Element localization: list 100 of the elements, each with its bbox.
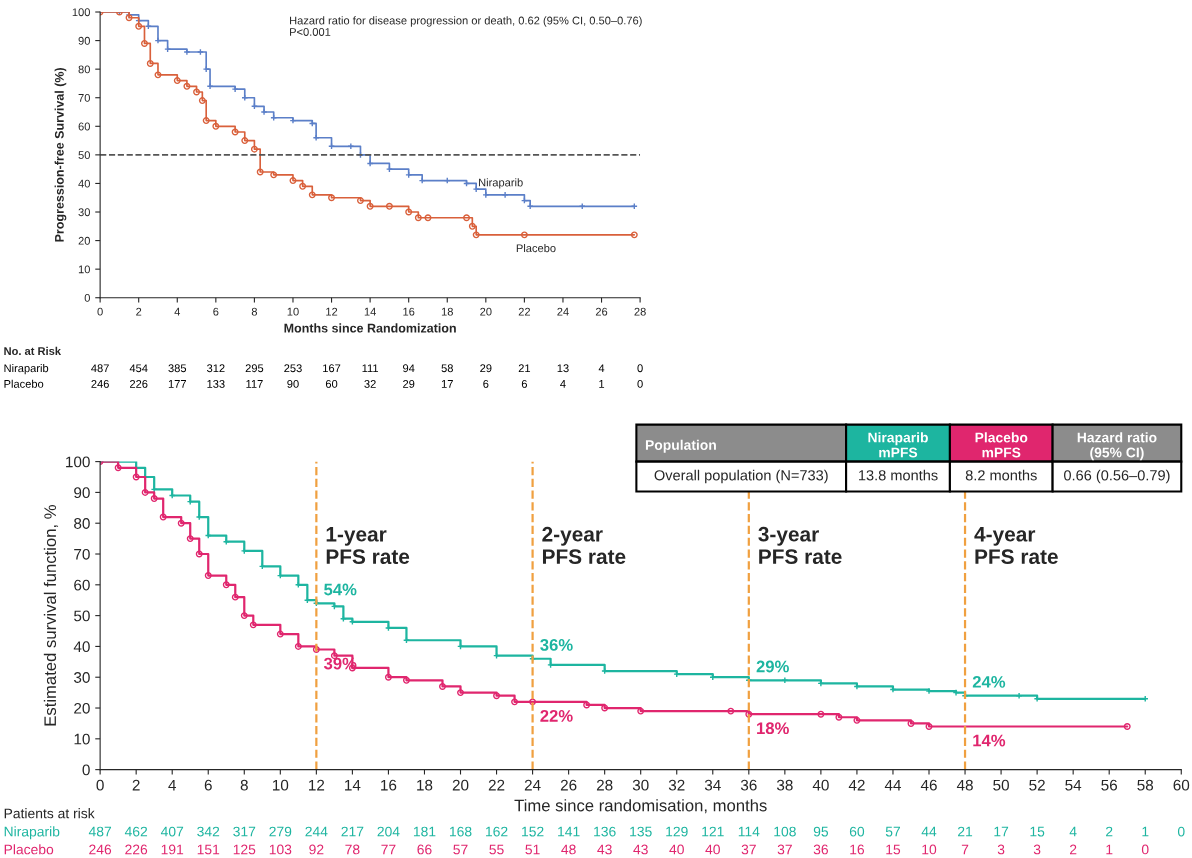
- x-tick-label: 24: [524, 779, 541, 791]
- x-tick-label: 58: [1137, 779, 1154, 791]
- y-tick-label: 20: [74, 702, 90, 714]
- annotation: 22%: [540, 710, 573, 722]
- y-tick-label: 100: [72, 8, 90, 17]
- x-tick-label: 22: [488, 779, 505, 791]
- x-tick-label: 60: [1173, 779, 1190, 791]
- x-tick-label: 34: [704, 779, 721, 791]
- x-tick-label: 28: [596, 779, 613, 791]
- x-tick-label: 0: [97, 307, 103, 316]
- y-tick-label: 70: [74, 548, 90, 560]
- x-tick-label: 14: [345, 779, 361, 791]
- text: 487 462 407 342 317 279 244 217 204 181 168 162 152 141 136 135 129 121 114 108 95 60 57 44 21 17 15 4 2 1 0: [88, 826, 1185, 837]
- annotation: 18%: [757, 722, 789, 735]
- x-tick-label: 30: [632, 779, 649, 791]
- y-tick-label: 80: [74, 518, 90, 529]
- y-tick-label: 100: [66, 456, 90, 468]
- y-tick-label: 70: [78, 93, 90, 102]
- annotation: 24%: [972, 675, 1006, 688]
- ref-line-label: 1-year PFS rate: [326, 527, 410, 565]
- series-label: Placebo: [516, 243, 556, 253]
- x-tick-label: 44: [884, 779, 902, 791]
- x-tick-label: 6: [204, 779, 212, 791]
- text: Placebo: [4, 379, 44, 388]
- y-tick-label: 60: [78, 122, 90, 131]
- x-tick-label: 22: [518, 307, 531, 316]
- x-tick-label: 16: [403, 307, 415, 316]
- x-tick-label: 4: [168, 779, 177, 791]
- x-axis-title: Months since Randomization: [284, 323, 456, 333]
- x-tick-label: 10: [287, 307, 299, 316]
- x-tick-label: 52: [1029, 779, 1045, 791]
- text: Hazard ratio (95% CI): [1077, 432, 1157, 461]
- y-tick-label: 20: [78, 236, 90, 245]
- x-tick-label: 42: [848, 779, 865, 791]
- text: Patients at risk: [4, 808, 95, 819]
- x-tick-label: 26: [595, 307, 608, 316]
- y-tick-label: 50: [74, 610, 90, 622]
- x-tick-label: 4: [174, 307, 181, 316]
- annotation: Overall population (N=733): [654, 469, 828, 484]
- x-tick-label: 46: [920, 779, 937, 791]
- x-tick-label: 28: [634, 307, 646, 316]
- x-axis-title: Time since randomisation, months: [514, 799, 767, 814]
- ref-line-label: 4-year PFS rate: [974, 527, 1058, 565]
- text: 246 226 177 133 117 90 60 32 29 17 6 6 4 1 0: [91, 379, 643, 388]
- annotation: 13.8 months: [859, 469, 938, 481]
- ref-line-label: 3-year PFS rate: [758, 526, 842, 565]
- text: Niraparib: [4, 826, 60, 840]
- x-tick-label: 10: [272, 779, 289, 791]
- x-tick-label: 20: [452, 779, 469, 791]
- annotation: 0.66 (0.56–0.79): [1064, 469, 1170, 484]
- x-tick-label: 8: [251, 307, 258, 316]
- x-tick-label: 14: [364, 307, 376, 316]
- y-tick-label: 40: [73, 641, 90, 653]
- text: Placebo: [4, 844, 54, 855]
- annotation: 14%: [973, 734, 1006, 747]
- y-tick-label: 0: [82, 764, 90, 776]
- annotation: P<0.001: [290, 28, 331, 36]
- x-tick-label: 24: [557, 307, 569, 316]
- text: Niraparib mPFS: [868, 432, 928, 458]
- annotation: Hazard ratio for disease progression or death, 0.62 (95% CI, 0.50–0.76): [290, 16, 642, 27]
- x-tick-label: 54: [1065, 779, 1082, 791]
- y-tick-label: 90: [78, 36, 90, 45]
- x-tick-label: 56: [1101, 779, 1118, 791]
- text: No. at Risk: [4, 346, 62, 355]
- series-label: Niraparib: [479, 178, 523, 189]
- annotation: 54%: [324, 583, 357, 596]
- x-tick-label: 32: [668, 779, 685, 791]
- y-tick-label: 50: [78, 151, 90, 159]
- text: 487 454 385 312 295 253 167 111 94 58 29 21 13 4 0: [91, 364, 643, 373]
- y-tick-label: 30: [74, 672, 90, 683]
- annotation: 29%: [756, 660, 789, 673]
- x-tick-label: 16: [381, 779, 397, 791]
- y-tick-label: 80: [78, 65, 90, 74]
- x-tick-label: 12: [326, 307, 338, 316]
- y-tick-label: 40: [78, 179, 90, 188]
- x-tick-label: 48: [956, 779, 973, 791]
- x-tick-label: 36: [740, 779, 757, 791]
- y-tick-label: 0: [84, 293, 90, 302]
- text: Niraparib: [4, 363, 49, 375]
- y-tick-label: 90: [74, 487, 90, 499]
- x-tick-label: 18: [441, 307, 453, 316]
- x-tick-label: 2: [136, 307, 142, 316]
- x-tick-label: 26: [560, 779, 577, 791]
- x-tick-label: 50: [993, 779, 1009, 791]
- x-tick-label: 20: [480, 307, 492, 316]
- text: 246 226 191 151 125 103 92 78 77 66 57 55 51 48 43 43 40 40 37 37 36 16 15 10 7 3 3 2 1 0: [89, 844, 1149, 855]
- x-tick-label: 40: [812, 779, 829, 791]
- x-tick-label: 2: [132, 779, 140, 791]
- y-tick-label: 10: [74, 733, 90, 745]
- text: Placebo mPFS: [975, 432, 1028, 458]
- ref-line-label: 2-year PFS rate: [542, 526, 626, 565]
- x-tick-label: 0: [96, 779, 104, 791]
- y-axis-title: Estimated survival function, %: [43, 505, 59, 726]
- annotation: 36%: [540, 639, 573, 651]
- x-tick-label: 18: [417, 779, 433, 791]
- x-tick-label: 8: [240, 779, 248, 791]
- y-tick-label: 10: [78, 265, 90, 274]
- x-tick-label: 6: [213, 307, 219, 316]
- y-tick-label: 30: [78, 208, 90, 217]
- y-tick-label: 60: [74, 579, 90, 591]
